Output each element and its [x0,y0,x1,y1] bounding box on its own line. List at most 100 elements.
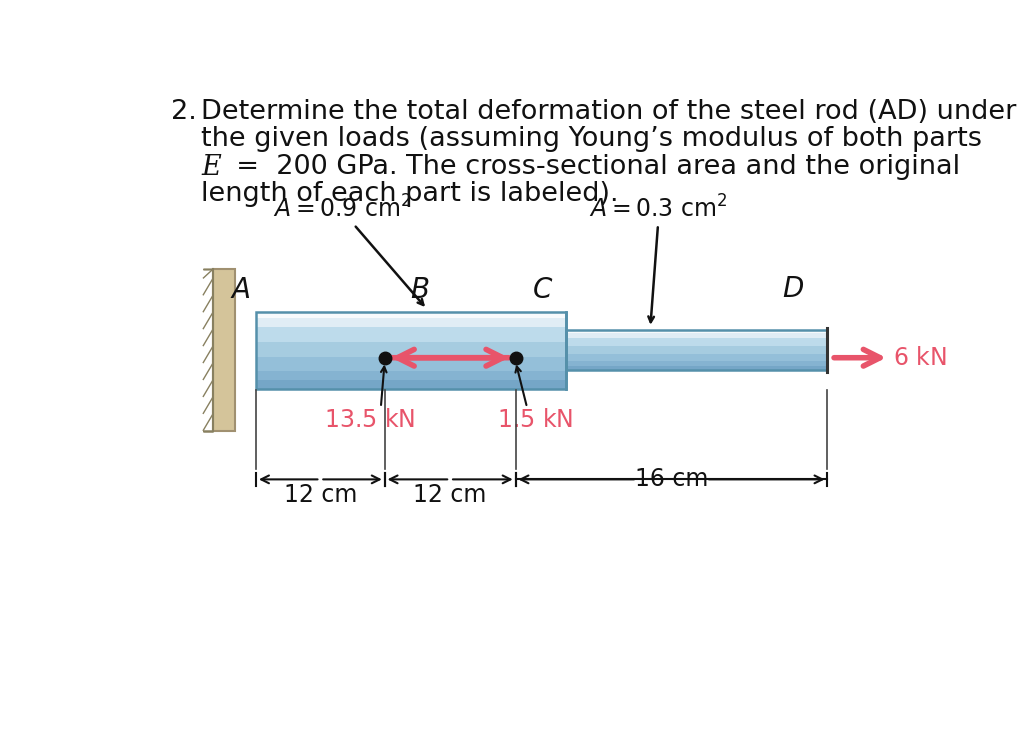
Bar [256,384,565,386]
Bar [565,337,827,338]
Bar [565,364,827,365]
Text: 12 cm: 12 cm [284,483,357,507]
Text: $B$: $B$ [410,276,429,304]
Bar [565,355,827,356]
Bar [256,324,565,325]
Text: $A = 0.9\ \mathrm{cm}^2$: $A = 0.9\ \mathrm{cm}^2$ [273,196,412,223]
Bar [256,333,565,334]
Bar [565,345,827,346]
Bar [565,332,827,334]
Bar [256,367,565,370]
Bar [256,320,565,322]
Bar [565,349,827,351]
Bar [256,387,565,388]
Bar [565,349,827,350]
Bar [256,363,565,364]
Text: length of each part is labeled).: length of each part is labeled). [202,181,618,207]
Bar [256,340,565,343]
Bar [565,336,827,337]
Bar [256,365,565,367]
Bar [256,360,565,361]
Bar [565,358,827,359]
Bar [256,374,565,375]
Bar [256,327,565,328]
Bar [256,313,565,314]
Bar [256,343,565,345]
Bar [256,347,565,349]
Bar [256,381,565,382]
Bar [565,363,827,364]
Bar [256,364,565,366]
Bar [565,362,827,364]
Bar [256,311,565,313]
Bar [565,348,827,349]
Bar [256,338,565,340]
Bar [256,334,565,336]
Bar [565,346,827,347]
Bar [565,360,827,361]
Bar [256,378,565,379]
Bar [256,318,565,319]
Bar [256,381,565,384]
Bar [565,364,827,365]
Bar [256,337,565,338]
Bar [565,358,827,359]
Bar [256,354,565,355]
Bar [565,357,827,358]
Bar [256,313,565,316]
Bar [565,359,827,360]
Bar [256,346,565,348]
Bar [565,369,827,370]
Bar [256,345,565,346]
Bar [256,329,565,331]
Bar [565,330,827,331]
Bar [565,367,827,368]
Text: Determine the total deformation of the steel rod (AD) under: Determine the total deformation of the s… [202,99,1017,125]
Bar [213,269,234,431]
Bar [256,385,565,387]
Bar [565,361,827,363]
Bar [565,333,827,334]
Text: $A = 0.3\ \mathrm{cm}^2$: $A = 0.3\ \mathrm{cm}^2$ [589,196,727,223]
Bar [565,353,827,354]
Bar [256,358,565,359]
Bar [565,355,827,357]
Text: 2.: 2. [171,99,197,125]
Bar [565,344,827,346]
Bar [565,361,827,362]
Bar [256,325,565,327]
Bar [565,350,827,352]
Bar [565,351,827,352]
Bar [256,376,565,378]
Bar [256,383,565,384]
Text: 16 cm: 16 cm [635,468,709,491]
Bar [565,354,827,355]
Bar [565,352,827,353]
Bar [256,331,565,334]
Bar [256,372,565,373]
Bar [256,328,565,329]
Bar [256,375,565,377]
Bar [256,331,565,332]
Text: $A$: $A$ [230,276,251,304]
Bar [565,342,827,343]
Bar [256,373,565,375]
Bar [256,361,565,363]
Bar [256,369,565,370]
Bar [565,340,827,341]
Bar [565,330,827,370]
Text: $D$: $D$ [781,275,804,303]
Bar [256,322,565,325]
Bar [256,342,565,343]
Bar [256,349,565,352]
Bar [565,343,827,344]
Bar [565,366,827,367]
Text: the given loads (assuming Young’s modulus of both parts: the given loads (assuming Young’s modulu… [202,126,982,153]
Bar [256,355,565,357]
Bar [256,356,565,358]
Bar [565,356,827,358]
Bar [256,315,565,316]
Bar [565,368,827,369]
Bar [256,349,565,350]
Bar [565,338,827,340]
